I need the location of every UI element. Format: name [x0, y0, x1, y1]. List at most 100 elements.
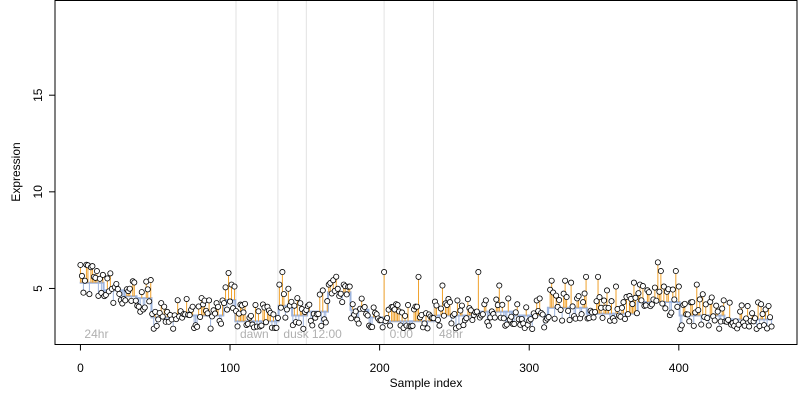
- data-point: [387, 322, 394, 329]
- data-point: [505, 295, 512, 302]
- data-point: [725, 316, 732, 323]
- data-point: [514, 301, 521, 308]
- data-point: [78, 272, 85, 279]
- data-point: [81, 277, 88, 284]
- data-point: [529, 325, 536, 332]
- data-point: [638, 297, 645, 304]
- data-point: [207, 325, 214, 332]
- data-point: [566, 317, 573, 324]
- data-point: [324, 298, 331, 305]
- data-point: [206, 297, 213, 304]
- data-point: [464, 296, 471, 303]
- data-point: [218, 320, 225, 327]
- data-point: [189, 303, 196, 310]
- data-point: [668, 309, 675, 316]
- data-point: [224, 306, 231, 313]
- data-point: [273, 324, 280, 331]
- data-point: [144, 286, 151, 293]
- data-point: [605, 304, 612, 311]
- data-point: [523, 304, 530, 311]
- data-point: [282, 314, 289, 321]
- y-axis-title: Expression: [9, 142, 23, 201]
- data-point: [596, 294, 603, 301]
- data-point: [672, 268, 679, 275]
- y-axis: 5 10 15: [31, 88, 56, 292]
- data-point: [280, 291, 287, 298]
- data-point: [726, 299, 733, 306]
- data-point: [698, 321, 705, 328]
- data-point: [499, 301, 506, 308]
- data-point: [648, 301, 655, 308]
- data-point: [500, 315, 507, 322]
- period-label: 24hr: [84, 327, 108, 341]
- data-point: [113, 280, 120, 287]
- data-point: [247, 312, 254, 319]
- data-point: [370, 304, 377, 311]
- data-point: [752, 315, 759, 322]
- data-points: [77, 259, 775, 332]
- data-point: [96, 275, 103, 282]
- data-point: [463, 315, 470, 322]
- y-tick-label: 15: [31, 88, 45, 102]
- data-point: [759, 311, 766, 318]
- data-point: [277, 304, 284, 311]
- data-point: [660, 283, 667, 290]
- data-point: [107, 270, 114, 277]
- data-point: [285, 285, 292, 292]
- data-point: [161, 303, 168, 310]
- data-point: [713, 302, 720, 309]
- data-point: [346, 283, 353, 290]
- data-point: [309, 322, 316, 329]
- data-point: [569, 303, 576, 310]
- data-point: [424, 325, 431, 332]
- data-point: [241, 300, 248, 307]
- data-point: [620, 299, 627, 306]
- data-point: [153, 322, 160, 329]
- data-point: [448, 320, 455, 327]
- data-point: [252, 301, 259, 308]
- data-point: [629, 301, 636, 308]
- data-point: [147, 277, 154, 284]
- data-point: [414, 303, 421, 310]
- data-point: [632, 294, 639, 301]
- data-point: [473, 308, 480, 315]
- data-point: [705, 322, 712, 329]
- data-point: [433, 302, 440, 309]
- data-point: [322, 319, 329, 326]
- x-axis: 0 100 200 300 400: [77, 344, 689, 375]
- data-point: [234, 323, 241, 330]
- data-point: [409, 322, 416, 329]
- data-point: [381, 269, 388, 276]
- data-point: [767, 314, 774, 321]
- data-point: [527, 316, 534, 323]
- data-point: [318, 322, 325, 329]
- data-point: [458, 302, 465, 309]
- y-tick-label: 10: [31, 185, 45, 199]
- data-point: [578, 311, 585, 318]
- data-point: [491, 314, 498, 321]
- data-point: [197, 313, 204, 320]
- data-point: [212, 310, 219, 317]
- data-point: [204, 310, 211, 317]
- data-point: [337, 290, 344, 297]
- data-point: [686, 318, 693, 325]
- data-point: [343, 291, 350, 298]
- data-point: [440, 312, 447, 319]
- data-point: [512, 309, 519, 316]
- data-point: [674, 303, 681, 310]
- data-point: [583, 273, 590, 280]
- data-point: [279, 269, 286, 276]
- data-point: [689, 299, 696, 306]
- data-point: [493, 296, 500, 303]
- data-point: [283, 306, 290, 313]
- data-point: [678, 322, 685, 329]
- data-point: [758, 301, 765, 308]
- data-point: [451, 310, 458, 317]
- data-point: [262, 319, 269, 326]
- data-point: [621, 315, 628, 322]
- x-tick-label: 300: [519, 361, 539, 375]
- data-point: [714, 308, 721, 315]
- data-point: [635, 290, 642, 297]
- x-tick-label: 400: [669, 361, 689, 375]
